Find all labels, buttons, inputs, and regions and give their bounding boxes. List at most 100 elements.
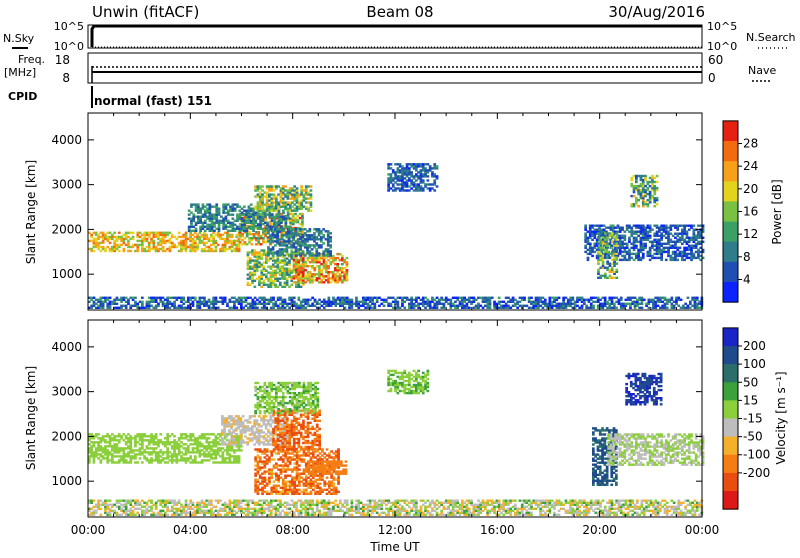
velocity-cell [237, 415, 240, 417]
power-cell [178, 232, 181, 234]
power-cell [217, 301, 220, 303]
velocity-cell [148, 435, 151, 437]
power-cell [247, 274, 250, 276]
power-cell [236, 203, 239, 205]
power-cell [180, 297, 183, 299]
power-cell [254, 259, 257, 261]
power-cell [261, 303, 264, 305]
power-cell [226, 303, 229, 305]
power-cell [406, 297, 409, 299]
velocity-cell [205, 437, 208, 439]
power-cell [406, 165, 409, 167]
power-cell [185, 301, 188, 303]
power-cell [512, 297, 515, 299]
velocity-cell [176, 453, 179, 455]
power-cell [417, 303, 420, 305]
power-cell [694, 297, 697, 299]
power-cell [477, 297, 480, 299]
power-cell [116, 246, 119, 248]
power-cell [273, 220, 276, 222]
power-cell [123, 238, 126, 240]
power-cell [613, 242, 616, 244]
velocity-cell [136, 433, 139, 435]
power-cell [429, 183, 432, 185]
power-cell [236, 206, 239, 208]
power-cell [264, 230, 267, 232]
power-cell [392, 297, 395, 299]
power-cell [264, 222, 267, 224]
power-cell [666, 307, 669, 309]
power-cell [265, 284, 268, 286]
velocity-cell [97, 441, 100, 443]
power-cell [102, 232, 105, 234]
power-cell [100, 297, 103, 299]
power-cell [436, 185, 439, 187]
velocity-cell [159, 459, 162, 461]
power-cell [367, 303, 370, 305]
power-cell [277, 185, 280, 187]
power-cell [229, 230, 232, 232]
power-cell [452, 297, 455, 299]
power-cell [415, 173, 418, 175]
power-cell [292, 242, 295, 244]
power-cell [688, 237, 691, 239]
power-cell [332, 255, 335, 257]
velocity-cell [189, 455, 192, 457]
power-cell [109, 236, 112, 238]
power-cell [693, 225, 696, 227]
power-cell [251, 272, 254, 274]
power-cell [282, 210, 285, 212]
power-cell [268, 193, 271, 195]
power-cell [415, 305, 418, 307]
colorbar-segment [723, 222, 738, 243]
power-cell [663, 225, 666, 227]
velocity-cell [100, 461, 103, 463]
power-cell [239, 241, 242, 243]
power-cell [606, 257, 609, 259]
power-cell [254, 286, 257, 288]
power-cell [327, 265, 330, 267]
power-cell [420, 303, 423, 305]
power-cell [267, 230, 270, 232]
power-cell [291, 210, 294, 212]
power-cell [176, 297, 179, 299]
power-cell [171, 246, 174, 248]
power-cell [275, 210, 278, 212]
power-cell [406, 179, 409, 181]
power-cell [587, 231, 590, 233]
power-cell [456, 297, 459, 299]
power-cell [343, 273, 346, 275]
power-cell [696, 303, 699, 305]
power-cell [190, 203, 193, 205]
velocity-cell [240, 417, 243, 419]
colorbar-segment [723, 161, 738, 182]
velocity-cell [233, 435, 236, 437]
power-cell [387, 173, 390, 175]
velocity-cell [224, 457, 227, 459]
power-cell [120, 244, 123, 246]
power-cell [596, 239, 599, 241]
power-cell [597, 277, 600, 279]
power-cell [261, 193, 264, 195]
power-cell [302, 305, 305, 307]
power-cell [262, 237, 265, 239]
power-cell [609, 253, 612, 255]
power-cell [686, 249, 689, 251]
power-cell [670, 255, 673, 257]
power-cell [234, 208, 237, 210]
power-cell [578, 307, 581, 309]
power-cell [663, 249, 666, 251]
velocity-cell [171, 453, 174, 455]
power-cell [256, 303, 259, 305]
power-cell [603, 229, 606, 231]
power-cell [270, 266, 273, 268]
velocity-cell [203, 445, 206, 447]
power-cell [272, 297, 275, 299]
power-cell [294, 213, 297, 215]
velocity-cell [171, 441, 174, 443]
power-cell [436, 301, 439, 303]
power-cell [364, 297, 367, 299]
power-cell [644, 175, 647, 177]
power-cell [630, 243, 633, 245]
power-cell [204, 210, 207, 212]
